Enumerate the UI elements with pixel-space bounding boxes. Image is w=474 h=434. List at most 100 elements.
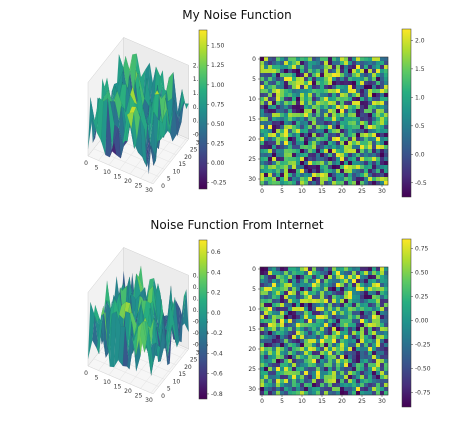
heatmap-cell [308,97,313,102]
heatmap-cell [344,271,349,276]
heatmap-cell [360,383,365,388]
heatmap-cell [320,97,325,102]
heatmap-cell [352,343,357,348]
heatmap-cell [376,125,381,130]
heatmap-cell [276,73,281,78]
heatmap-cell [312,117,317,122]
heatmap-cell [268,299,273,304]
heatmap-cell [384,129,389,134]
heatmap-cell [368,355,373,360]
heatmap-cell [324,77,329,82]
heatmap-cell [292,307,297,312]
colorbar-tick-label: 1.00 [211,82,225,89]
heatmap-cell [280,181,285,186]
heatmap-cell [308,161,313,166]
heatmap-cell [352,161,357,166]
heatmap-cell [340,129,345,134]
heatmap-cell [356,97,361,102]
gridline [87,155,154,185]
heatmap-cell [332,267,337,272]
heatmap-cell [340,73,345,78]
heatmap-cell [312,311,317,316]
heatmap-cell [272,383,277,388]
heatmap-cell [316,331,321,336]
z-tick-label: -0.5 [193,131,205,138]
heatmap-cell [340,283,345,288]
x-tick-label: 5 [95,375,99,382]
heatmap-cell [284,109,289,114]
heatmap-cell [328,371,333,376]
heatmap-cell [288,343,293,348]
heatmap-cell [308,129,313,134]
heatmap-cell [356,383,361,388]
heatmap-cell [320,177,325,182]
heatmap-cell [356,113,361,118]
heatmap-cell [372,181,377,186]
heatmap-cell [332,109,337,114]
heatmap-cell [376,375,381,380]
heatmap-cell [332,65,337,70]
heatmap-cell [280,371,285,376]
heatmap-cell [296,331,301,336]
heatmap-cell [280,169,285,174]
heatmap-cell [264,335,269,340]
heatmap-cell [356,57,361,62]
heatmap-cell [380,275,385,280]
heatmap-cell [360,97,365,102]
heatmap-cell [316,355,321,360]
heatmap-cell [360,311,365,316]
heatmap-cell [280,367,285,372]
heatmap-cell [308,133,313,138]
heatmap-cell [320,331,325,336]
heatmap-cell [268,267,273,272]
heatmap-cell [360,391,365,396]
heatmap-cell [344,295,349,300]
heatmap-cell [260,85,265,90]
heatmap-cell [284,383,289,388]
heatmap-cell [360,101,365,106]
surface-patch [167,302,175,359]
heatmap-cell [332,303,337,308]
heatmap-cell [324,351,329,356]
heatmap-cell [372,363,377,368]
heatmap-cell [340,267,345,272]
heatmap-cell [308,299,313,304]
heatmap-cell [336,311,341,316]
heatmap-cell [268,367,273,372]
heatmap-cell [344,379,349,384]
heatmap-cell [320,69,325,74]
heatmap-cell [300,117,305,122]
heatmap-cell [376,61,381,66]
heatmap-cell [348,61,353,66]
heatmap-cell [260,141,265,146]
heatmap-cell [268,351,273,356]
heatmap-cell [332,89,337,94]
heatmap-cell [364,93,369,98]
heatmap-cell [260,133,265,138]
x-tick-label: 10 [298,398,306,405]
heatmap-cell [288,279,293,284]
heatmap-cell [268,371,273,376]
heatmap-cell [296,69,301,74]
heatmap-cell [292,299,297,304]
heatmap-cell [300,331,305,336]
heatmap-cell [352,141,357,146]
heatmap-cell [352,331,357,336]
heatmap-cell [300,327,305,332]
heatmap-cell [340,69,345,74]
heatmap-cell [264,65,269,70]
heatmap-cell [332,97,337,102]
heatmap-cell [348,343,353,348]
heatmap-cell [316,161,321,166]
heatmap-cell [328,177,333,182]
heatmap-cell [368,287,373,292]
heatmap-cell [284,141,289,146]
heatmap-cell [268,97,273,102]
heatmap-cell [296,129,301,134]
heatmap-cell [296,137,301,142]
chart-title-1: My Noise Function [182,8,292,22]
heatmap-cell [332,133,337,138]
heatmap-cell [260,97,265,102]
heatmap-cell [324,101,329,106]
heatmap-cell [384,371,389,376]
